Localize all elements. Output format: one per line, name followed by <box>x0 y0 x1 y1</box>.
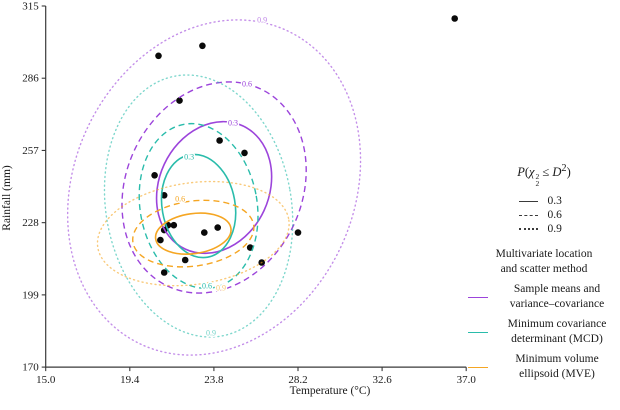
prob-legend-item-03: 0.3 <box>468 194 620 208</box>
data-point <box>451 15 459 22</box>
method-legend-item-mcd: Minimum covariance determinant (MCD) <box>468 317 620 347</box>
y-tick-label: 257 <box>22 145 39 157</box>
confidence-ellipse-0.9 <box>96 180 290 287</box>
method-legend-title-line2: and scatter method <box>500 263 588 276</box>
y-tick-label: 170 <box>22 362 39 374</box>
data-point <box>170 221 178 229</box>
method-label-line2: determinant (MCD) <box>511 333 603 346</box>
x-tick-label: 23.8 <box>204 374 224 386</box>
method-label: Sample means and variance–covariance <box>494 282 620 312</box>
method-label: Minimum volume ellipsoid (MVE) <box>494 352 620 382</box>
y-tick-label: 228 <box>22 217 39 229</box>
classical-color-swatch <box>468 296 488 298</box>
method-legend-title: Multivariate location and scatter method <box>468 247 620 277</box>
x-tick-label: 28.2 <box>288 374 307 386</box>
data-point <box>199 42 206 50</box>
x-tick-label: 15.0 <box>36 374 56 386</box>
confidence-ellipse-0.3 <box>155 120 273 255</box>
prob-label: 0.3 <box>547 195 562 208</box>
contour-label: 0.9 <box>257 16 267 25</box>
data-point <box>155 52 162 60</box>
method-label-line2: ellipsoid (MVE) <box>519 368 595 381</box>
y-axis-title: Rainfall (mm) <box>1 165 13 231</box>
data-point <box>160 269 168 276</box>
method-label-line1: Minimum volume <box>515 353 599 366</box>
contour-label: 0.9 <box>206 329 216 338</box>
y-tick-label: 286 <box>22 73 39 85</box>
solid-line-sample <box>518 200 538 202</box>
probability-legend-title: P(χ 2 2 ≤ D2) <box>517 163 571 189</box>
method-label-line1: Minimum covariance <box>507 318 607 331</box>
method-legend-item-mve: Minimum volume ellipsoid (MVE) <box>468 352 620 382</box>
dashed-line-sample <box>518 214 538 216</box>
data-point <box>216 137 223 144</box>
data-point <box>181 256 189 264</box>
contour-label: 0.6 <box>202 282 212 291</box>
prob-label: 0.6 <box>547 209 562 222</box>
x-tick-label: 37.0 <box>457 374 477 386</box>
confidence-ellipse-0.6 <box>121 81 307 294</box>
legend: P(χ 2 2 ≤ D2) 0.3 0.6 0.9 Multivariate loc… <box>468 162 620 382</box>
mcd-color-swatch <box>468 331 488 333</box>
data-point <box>214 224 221 231</box>
data-point <box>241 149 248 157</box>
confidence-ellipse-0.9 <box>103 74 294 338</box>
prob-label: 0.9 <box>547 223 562 236</box>
y-tick-label: 199 <box>22 289 39 301</box>
confidence-ellipse-0.9 <box>66 19 362 356</box>
dotted-line-sample <box>518 228 538 231</box>
confidence-ellipse-0.3 <box>154 212 232 255</box>
contour-label: 0.6 <box>175 195 185 204</box>
x-tick-label: 32.6 <box>372 374 392 386</box>
contour-label: 0.3 <box>184 153 194 162</box>
method-legend-title-line1: Multivariate location <box>495 248 593 261</box>
method-label-line1: Sample means and <box>513 283 601 296</box>
confidence-ellipse-0.3 <box>160 153 237 259</box>
contour-label: 0.6 <box>242 80 252 89</box>
x-axis-title: Temperature (°C) <box>290 385 371 397</box>
data-point <box>157 236 164 244</box>
data-point <box>201 229 208 236</box>
confidence-ellipse-0.6 <box>138 122 259 290</box>
x-tick-label: 19.4 <box>120 374 140 386</box>
data-point <box>176 97 183 104</box>
contour-label: 0.9 <box>216 284 226 293</box>
method-label-line2: variance–covariance <box>509 298 605 311</box>
data-point <box>294 229 302 236</box>
method-label: Minimum covariance determinant (MCD) <box>494 317 620 347</box>
data-point <box>151 172 158 179</box>
axis-spines <box>45 6 467 368</box>
data-point <box>160 192 168 199</box>
mve-color-swatch <box>468 366 488 368</box>
confidence-ellipse-0.6 <box>132 199 255 268</box>
prob-legend-item-09: 0.9 <box>468 222 620 236</box>
method-legend-item-classical: Sample means and variance–covariance <box>468 282 620 312</box>
prob-legend-item-06: 0.6 <box>468 208 620 222</box>
contour-label: 0.3 <box>228 119 238 128</box>
y-tick-label: 315 <box>22 1 39 13</box>
